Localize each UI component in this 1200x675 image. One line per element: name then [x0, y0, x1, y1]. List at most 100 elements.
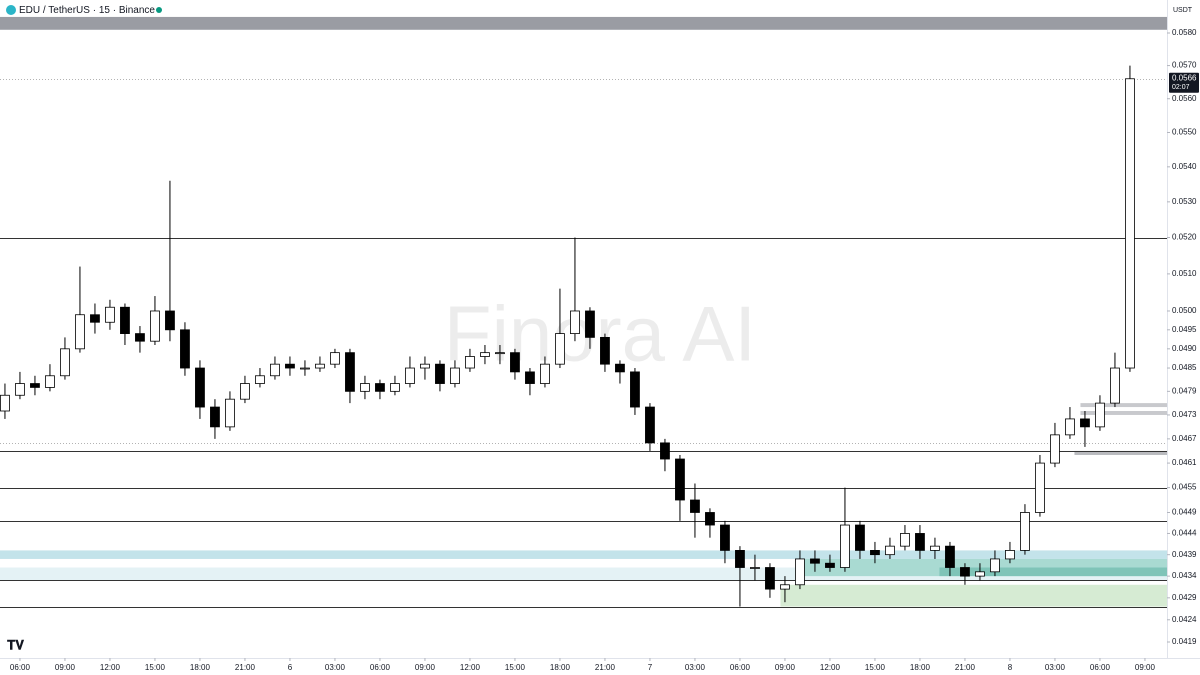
candle-body: [840, 524, 850, 568]
candle-body: [960, 567, 970, 577]
zone: [1080, 410, 1167, 415]
candle-body: [810, 558, 820, 564]
candle-body: [450, 367, 460, 384]
candle-body: [975, 571, 985, 577]
symbol-title: EDU / TetherUS · 15 · Binance: [19, 5, 155, 16]
candle-body: [585, 310, 595, 338]
candle-body: [870, 550, 880, 556]
y-tick-label: 0.0434: [1172, 571, 1197, 580]
y-tick-label: 0.0530: [1172, 197, 1197, 206]
candle-body: [525, 371, 535, 384]
candle-body: [900, 533, 910, 547]
x-tick-label: 12:00: [100, 663, 121, 672]
candle-body: [945, 545, 955, 568]
y-tick-label: 0.0495: [1172, 325, 1197, 334]
candle-body: [720, 524, 730, 551]
candle-body: [30, 383, 40, 388]
candle-body: [630, 371, 640, 408]
candle-body: [645, 406, 655, 444]
y-tick-label: 0.0467: [1172, 434, 1197, 443]
candle-body: [885, 545, 895, 556]
price-tag-label: 0.0566: [1172, 73, 1197, 82]
y-tick-label: 0.0419: [1172, 637, 1197, 646]
x-tick-label: 09:00: [1135, 663, 1156, 672]
y-tick-label: 0.0550: [1172, 128, 1197, 137]
candle-body: [1125, 78, 1135, 369]
candle-body: [300, 367, 310, 370]
candle-body: [390, 383, 400, 392]
candle-body: [615, 363, 625, 373]
y-tick-label: 0.0479: [1172, 386, 1197, 395]
y-tick-label: 0.0473: [1172, 410, 1197, 419]
candle-body: [360, 383, 370, 392]
x-tick-label: 21:00: [955, 663, 976, 672]
y-tick-label: 0.0520: [1172, 233, 1197, 242]
y-tick-label: 0.0449: [1172, 508, 1197, 517]
candle-body: [435, 363, 445, 384]
candle-body: [240, 383, 250, 400]
candle-body: [570, 310, 580, 334]
candle-body: [705, 512, 715, 526]
x-tick-label: 12:00: [460, 663, 481, 672]
x-tick-label: 03:00: [685, 663, 706, 672]
x-tick-label: 15:00: [505, 663, 526, 672]
candle-body: [735, 550, 745, 568]
candle-body: [45, 375, 55, 388]
x-tick-label: 03:00: [325, 663, 346, 672]
y-tick-label: 0.0424: [1172, 615, 1197, 624]
x-tick-label: 7: [648, 663, 653, 672]
x-tick-label: 06:00: [10, 663, 31, 672]
candle-body: [510, 352, 520, 373]
candle-body: [90, 314, 100, 323]
candle-body: [690, 499, 700, 513]
candle-body: [465, 356, 475, 369]
x-tick-label: 09:00: [775, 663, 796, 672]
candle-body: [420, 363, 430, 369]
candle-body: [915, 533, 925, 551]
y-tick-label: 0.0570: [1172, 61, 1197, 70]
zone: [939, 567, 1167, 577]
y-tick-label: 0.0580: [1172, 28, 1197, 37]
y-tick-label: 0.0560: [1172, 94, 1197, 103]
candle-body: [1020, 512, 1030, 551]
candle-body: [825, 562, 835, 568]
status-dot: [156, 7, 162, 13]
y-tick-label: 0.0455: [1172, 483, 1197, 492]
candle-body: [540, 363, 550, 384]
symbol-icon: [6, 5, 16, 15]
countdown: 02:07: [1172, 84, 1190, 91]
candle-body: [795, 558, 805, 586]
candle-body: [345, 352, 355, 392]
candle-body: [60, 348, 70, 377]
candle-body: [75, 314, 85, 350]
price-unit: USDT: [1173, 7, 1193, 14]
x-tick-label: 06:00: [370, 663, 391, 672]
plot-area: [0, 16, 1167, 608]
zone: [0, 550, 1167, 559]
candle-body: [780, 584, 790, 590]
x-tick-label: 6: [288, 663, 293, 672]
candle-body: [135, 333, 145, 342]
y-tick-label: 0.0461: [1172, 458, 1197, 467]
candle-body: [180, 329, 190, 369]
x-tick-label: 15:00: [865, 663, 886, 672]
x-tick-label: 09:00: [415, 663, 436, 672]
y-tick-label: 0.0510: [1172, 269, 1197, 278]
candle-body: [1035, 462, 1045, 513]
candle-body: [225, 398, 235, 428]
candle-body: [1110, 367, 1120, 404]
zone: [0, 16, 1167, 30]
x-tick-label: 21:00: [235, 663, 256, 672]
candle-body: [855, 524, 865, 551]
candle-body: [930, 545, 940, 551]
candle-body: [0, 394, 10, 412]
candle-body: [105, 306, 115, 323]
candle-body: [15, 383, 25, 396]
candle-body: [270, 363, 280, 377]
candle-body: [555, 333, 565, 365]
zone: [1080, 403, 1167, 408]
zone: [780, 584, 1167, 607]
candle-body: [990, 558, 1000, 573]
price-tag: [1169, 72, 1199, 93]
